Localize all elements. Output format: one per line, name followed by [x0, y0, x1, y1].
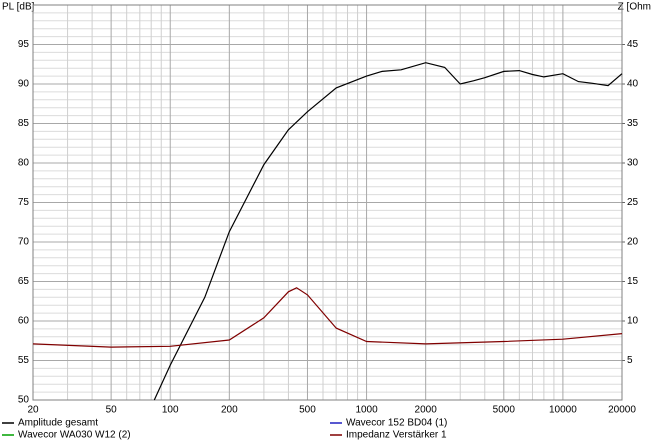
- x-tick-label: 5000: [493, 405, 516, 416]
- x-tick-label: 500: [299, 405, 316, 416]
- y2-tick-label: 45: [627, 39, 639, 50]
- y2-tick-label: 40: [627, 79, 639, 90]
- legend-label: Wavecor 152 BD04 (1): [346, 418, 447, 429]
- x-tick-label: 50: [106, 405, 118, 416]
- legend-label: Impedanz Verstärker 1: [346, 430, 447, 441]
- y2-tick-label: 25: [627, 197, 639, 208]
- series-line: [153, 62, 623, 401]
- y2-tick-label: 5: [627, 355, 633, 366]
- y-tick-label: 90: [18, 79, 30, 90]
- y-tick-label: 80: [18, 158, 30, 169]
- y-tick-label: 60: [18, 316, 30, 327]
- x-tick-label: 1000: [355, 405, 378, 416]
- y2-tick-label: 20: [627, 237, 639, 248]
- legend-label: Wavecor WA030 W12 (2): [18, 430, 131, 441]
- y-tick-label: 65: [18, 276, 30, 287]
- y2-axis-label: Z [Ohm: [618, 2, 651, 13]
- x-tick-label: 20000: [608, 405, 636, 416]
- y-tick-label: 85: [18, 118, 30, 129]
- y2-tick-label: 15: [627, 276, 639, 287]
- x-tick-label: 2000: [415, 405, 438, 416]
- y-axis-label: PL [dB]: [2, 2, 35, 13]
- y-tick-label: 95: [18, 39, 30, 50]
- y2-tick-label: 10: [627, 316, 639, 327]
- y-tick-label: 75: [18, 197, 30, 208]
- plot-frame: [32, 4, 623, 401]
- x-tick-label: 200: [221, 405, 238, 416]
- x-tick-label: 100: [162, 405, 179, 416]
- x-tick-label: 10000: [549, 405, 577, 416]
- y-tick-label: 55: [18, 355, 30, 366]
- y2-tick-label: 35: [627, 118, 639, 129]
- legend-label: Amplitude gesamt: [18, 418, 98, 429]
- y2-tick-label: 30: [627, 158, 639, 169]
- x-tick-label: 20: [27, 405, 39, 416]
- y-tick-label: 70: [18, 237, 30, 248]
- y-tick-label: 50: [18, 395, 30, 406]
- series-line: [32, 287, 623, 348]
